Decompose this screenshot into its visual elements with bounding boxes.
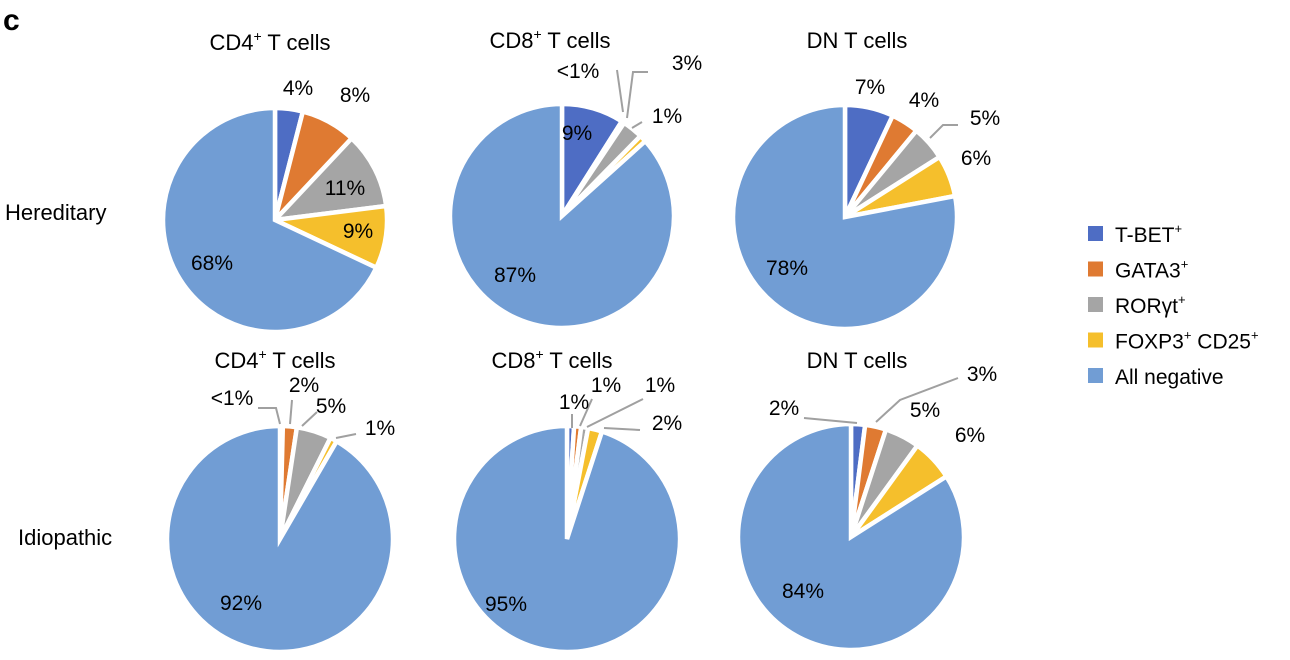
pie-title: CD8+ T cells (491, 346, 612, 373)
data-label-negative: 92% (220, 592, 262, 615)
data-label-rorgt: 5% (910, 399, 940, 422)
leader-line-gata3 (616, 69, 624, 113)
legend-label: FOXP3+ CD25+ (1115, 328, 1259, 354)
legend-swatch (1088, 368, 1103, 383)
data-label-gata3: 2% (289, 374, 319, 397)
data-label-t-bet: 1% (559, 391, 589, 414)
data-label-foxp3: 9% (343, 220, 373, 243)
leader-line-foxp3 (631, 121, 643, 129)
legend-item-gata3: GATA3+ (1088, 257, 1188, 283)
pie-idiopathic-dn-t-cells: DN T cells 2% 3% 5% 6% 84% (735, 348, 997, 653)
legend-item-rorgt: RORγt+ (1088, 292, 1186, 318)
pie-hereditary-cd4-t-cells: CD4+ T cells 4% 8% 11% 9% 68% (160, 28, 390, 335)
leader-line-gata3 (875, 377, 959, 423)
slice-negative (451, 423, 683, 655)
data-label-foxp3: 2% (652, 412, 682, 435)
data-label-negative: 78% (766, 257, 808, 280)
row-label-hereditary: Hereditary (5, 200, 106, 225)
leader-line-gata3 (579, 398, 593, 427)
legend-item-foxp3: FOXP3+ CD25+ (1088, 328, 1259, 354)
slice-negative (164, 423, 396, 655)
pie-title: DN T cells (807, 348, 908, 373)
pie-title: CD8+ T cells (489, 26, 610, 53)
data-label-rorgt: 1% (645, 374, 675, 397)
data-label-gata3: 8% (340, 84, 370, 107)
data-label-gata3: 1% (591, 374, 621, 397)
leader-line-rorgt (626, 71, 648, 119)
data-label-rorgt: 11% (325, 177, 365, 200)
data-label-t-bet: <1% (211, 387, 254, 410)
leader-line-t-bet (803, 417, 858, 424)
data-label-negative: 68% (191, 252, 233, 275)
leader-line-t-bet (258, 407, 281, 425)
data-label-foxp3: 6% (961, 147, 991, 170)
slice-negative (730, 102, 960, 332)
pie-idiopathic-cd4-t-cells: CD4+ T cells <1% 2%5% 1% 92% (164, 346, 396, 655)
legend: T-BET+ GATA3+ RORγt+ FOXP3+ CD25+ All negati… (1088, 221, 1259, 389)
legend-swatch (1088, 332, 1103, 348)
leader-line-rorgt (586, 398, 644, 428)
data-label-negative: 95% (485, 593, 527, 616)
data-label-t-bet: 4% (283, 77, 313, 100)
legend-label: T-BET+ (1115, 221, 1182, 247)
data-label-rorgt: 5% (316, 395, 346, 418)
pie-grid: CD4+ T cells 4% 8% 11% 9% 68% CD8+ T cells 9% <1… (160, 26, 1000, 655)
data-label-rorgt: 3% (672, 52, 702, 75)
pie-title: CD4+ T cells (214, 346, 335, 373)
data-label-t-bet: 7% (855, 76, 885, 99)
leader-line-foxp3 (335, 433, 357, 439)
leader-line-rorgt (929, 124, 958, 139)
pie-hereditary-dn-t-cells: DN T cells 7% 4% 5% 6% 78% (730, 28, 1000, 332)
legend-label: RORγt+ (1115, 292, 1186, 318)
data-label-t-bet: 2% (769, 397, 799, 420)
legend-swatch (1088, 226, 1103, 241)
data-label-gata3: 4% (909, 89, 939, 112)
legend-item-negative: All negative (1088, 366, 1224, 389)
pie-hereditary-cd8-t-cells: CD8+ T cells 9% <1% 3% 1% 87% (447, 26, 702, 331)
leader-line-rorgt (301, 411, 318, 427)
data-label-gata3: 3% (967, 363, 997, 386)
data-label-foxp3: 1% (652, 105, 682, 128)
slice-negative (735, 421, 967, 653)
data-label-gata3: <1% (557, 60, 600, 83)
data-label-negative: 84% (782, 580, 824, 603)
data-label-rorgt: 5% (970, 107, 1000, 130)
row-label-idiopathic: Idiopathic (18, 525, 112, 550)
legend-label: All negative (1115, 366, 1224, 389)
leader-line-foxp3 (603, 427, 641, 431)
legend-item-t-bet: T-BET+ (1088, 221, 1182, 247)
leader-line-gata3 (289, 399, 293, 425)
slice-negative (447, 101, 677, 331)
legend-label: GATA3+ (1115, 257, 1188, 283)
legend-swatch (1088, 261, 1103, 277)
data-label-t-bet: 9% (562, 122, 592, 145)
legend-swatch (1088, 297, 1103, 312)
data-label-negative: 87% (494, 264, 536, 287)
pie-title: DN T cells (807, 28, 908, 53)
data-label-foxp3: 1% (365, 417, 395, 440)
panel-label: c (3, 4, 20, 37)
slice-negative (160, 105, 380, 335)
data-label-foxp3: 6% (955, 424, 985, 447)
pie-title: CD4+ T cells (209, 28, 330, 55)
